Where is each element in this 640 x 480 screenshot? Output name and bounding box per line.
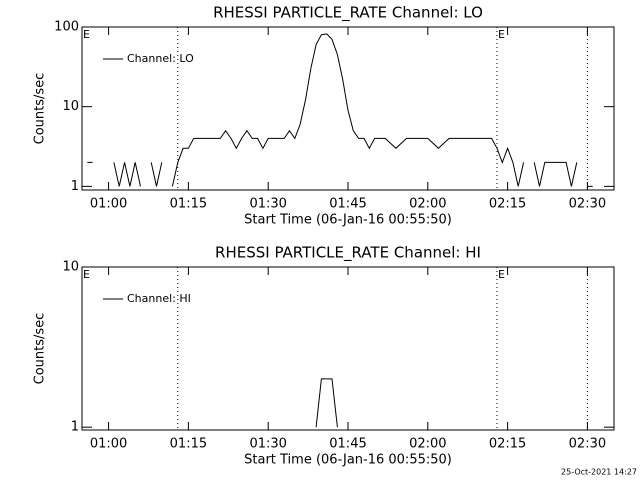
chart-title: RHESSI PARTICLE_RATE Channel: HI: [215, 244, 481, 263]
x-tick-label: 02:00: [409, 197, 446, 212]
x-tick-label: 01:30: [249, 197, 286, 212]
x-tick-label: 01:30: [249, 437, 286, 452]
y-tick-label: 1: [71, 179, 79, 194]
x-tick-label: 01:45: [329, 437, 366, 452]
y-axis-label: Counts/sec: [33, 313, 48, 385]
event-flag: E: [83, 268, 90, 281]
x-tick-label: 01:15: [170, 197, 207, 212]
y-tick-label: 10: [62, 99, 79, 114]
legend-label: Channel: HI: [127, 292, 191, 305]
x-tick-label: 02:00: [409, 437, 446, 452]
y-tick-label: 10: [62, 260, 79, 275]
data-line: [315, 378, 338, 428]
event-flag: E: [498, 28, 505, 41]
x-tick-label: 02:15: [489, 197, 526, 212]
footer: 25-Oct-2021 14:27: [561, 468, 637, 477]
data-line: [87, 33, 593, 187]
event-flag: E: [83, 28, 90, 41]
event-flag: E: [498, 268, 505, 281]
x-axis-label: Start Time (06-Jan-16 00:55:50): [244, 453, 452, 468]
x-tick-label: 02:30: [569, 197, 606, 212]
y-tick-label: 1: [71, 420, 79, 435]
y-tick-label: 100: [54, 20, 79, 35]
x-axis-label: Start Time (06-Jan-16 00:55:50): [244, 213, 452, 228]
x-tick-label: 02:30: [569, 437, 606, 452]
legend-label: Channel: LO: [127, 52, 194, 65]
x-tick-label: 01:15: [170, 437, 207, 452]
x-tick-label: 01:45: [329, 197, 366, 212]
x-tick-label: 02:15: [489, 437, 526, 452]
x-tick-label: 01:00: [90, 197, 127, 212]
y-axis-label: Counts/sec: [33, 73, 48, 145]
chart-title: RHESSI PARTICLE_RATE Channel: LO: [213, 4, 483, 23]
x-tick-label: 01:00: [90, 437, 127, 452]
